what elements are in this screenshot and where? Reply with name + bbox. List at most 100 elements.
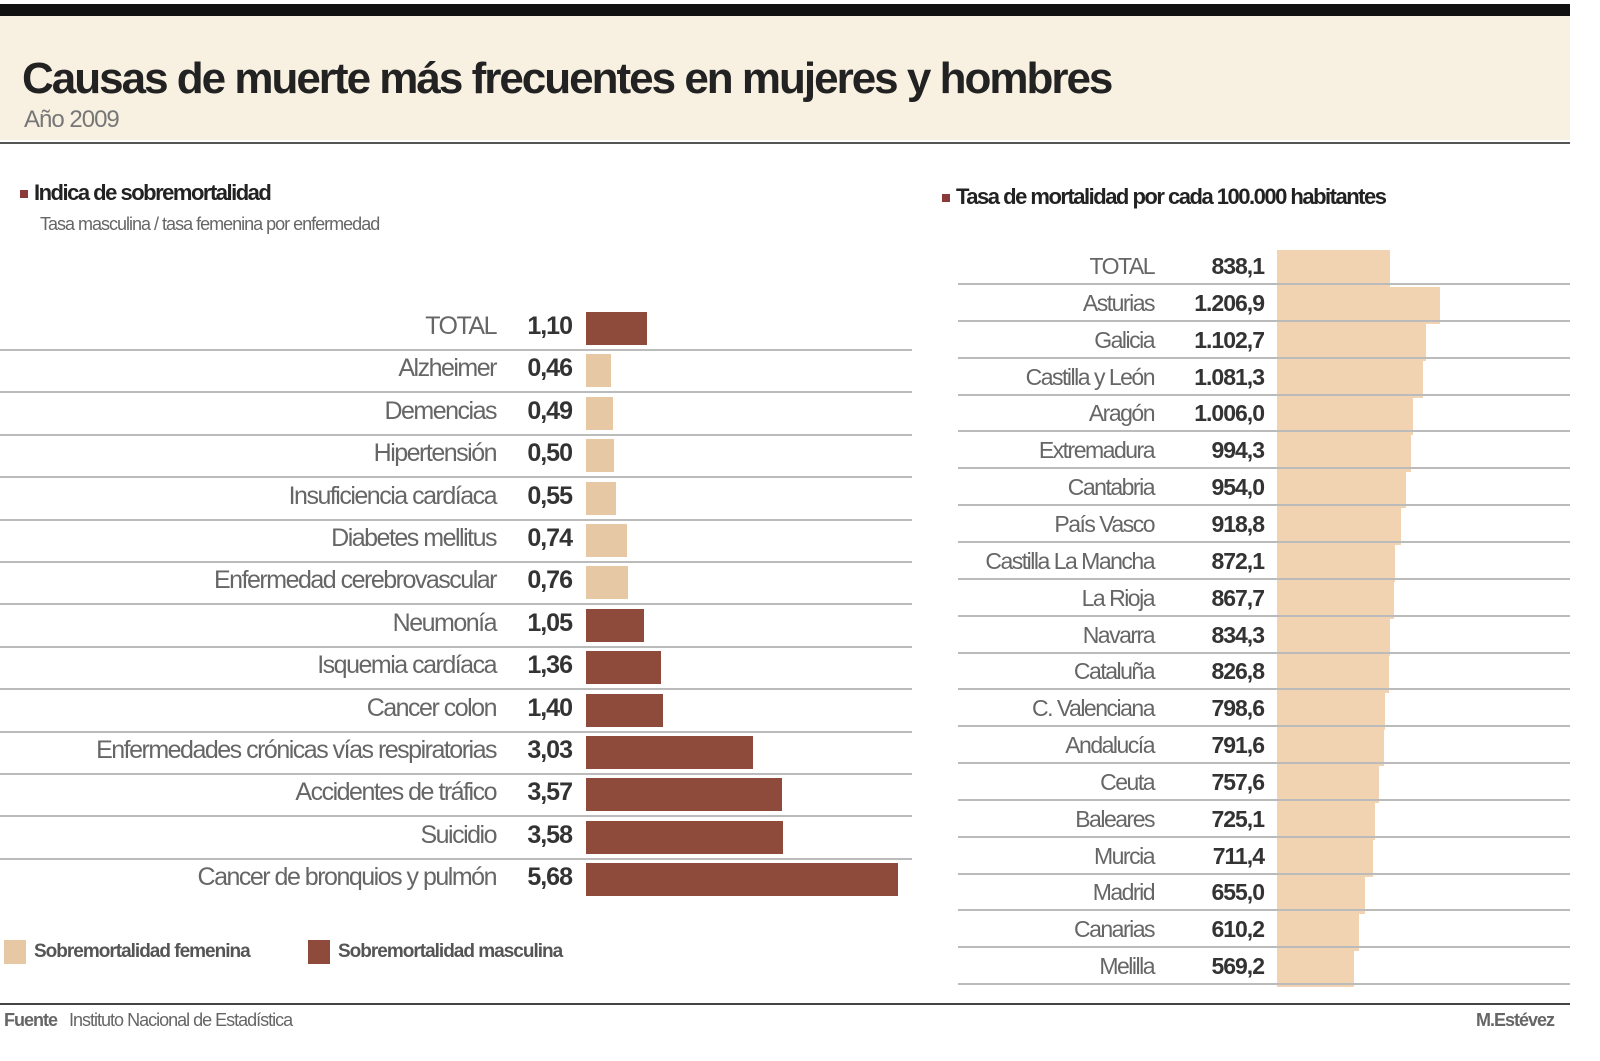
bar <box>1277 507 1402 546</box>
bar <box>1277 397 1413 435</box>
value-label: 3,57 <box>527 778 573 807</box>
bar <box>586 736 753 769</box>
category-label: Alzheimer <box>398 354 497 383</box>
value-label: 655,0 <box>1211 879 1265 906</box>
category-label: Neumonía <box>392 608 498 637</box>
gridline <box>0 433 912 436</box>
right-chart-title: Tasa de mortalidad por cada 100.000 habi… <box>942 184 1387 210</box>
bar <box>1277 618 1390 656</box>
value-label: 791,6 <box>1211 732 1265 759</box>
category-label: La Rioja <box>1081 584 1156 611</box>
value-label: 1,36 <box>527 651 573 680</box>
gridline <box>958 356 1570 359</box>
bar <box>1277 802 1375 841</box>
bar <box>586 778 783 812</box>
category-label: Suicidio <box>420 820 497 849</box>
value-label: 1.206,9 <box>1194 289 1265 316</box>
value-label: 1,05 <box>527 608 573 637</box>
category-label: Ceuta <box>1100 768 1155 795</box>
legend-label-female: Sobremortalidad femenina <box>34 941 251 962</box>
value-label: 1,10 <box>527 312 573 340</box>
category-label: Navarra <box>1082 621 1156 648</box>
gridline <box>958 504 1570 507</box>
left-chart-title: Indica de sobremortalidad <box>20 180 272 206</box>
gridline <box>958 983 1570 986</box>
gridline <box>0 688 912 691</box>
footer-rule <box>0 1003 1570 1005</box>
category-label: Melilla <box>1099 953 1155 980</box>
category-label: Demencias <box>384 396 497 425</box>
category-label: Accidentes de tráfico <box>295 778 497 807</box>
gridline <box>958 540 1570 543</box>
bullet-icon <box>942 194 950 203</box>
category-label: Cantabria <box>1067 474 1156 501</box>
value-label: 0,46 <box>527 354 573 383</box>
gridline <box>958 393 1570 396</box>
gridline <box>0 518 912 521</box>
legend-label-male: Sobremortalidad masculina <box>338 941 563 962</box>
category-label: Extremadura <box>1038 437 1156 464</box>
gridline <box>958 467 1570 470</box>
gridline <box>958 798 1570 801</box>
bar <box>1277 839 1374 877</box>
legend-swatch-female <box>4 940 26 964</box>
category-label: Diabetes mellitus <box>331 524 497 552</box>
value-label: 0,49 <box>527 396 573 425</box>
value-label: 918,8 <box>1211 510 1265 537</box>
gridline <box>958 762 1570 765</box>
value-label: 569,2 <box>1211 953 1265 980</box>
value-label: 725,1 <box>1211 805 1265 832</box>
bar <box>1277 286 1440 325</box>
value-label: 0,74 <box>527 524 573 552</box>
value-label: 798,6 <box>1211 695 1265 722</box>
gridline <box>0 773 912 775</box>
category-label: Castilla y León <box>1025 363 1156 390</box>
footer-source: Fuente Instituto Nacional de Estadística <box>4 1010 293 1031</box>
gridline <box>958 909 1570 912</box>
top-rule <box>0 4 1570 16</box>
bar <box>586 693 663 727</box>
gridline <box>0 815 912 818</box>
gridline <box>958 283 1570 285</box>
bar <box>1277 544 1395 583</box>
gridline <box>0 391 912 394</box>
category-label: País Vasco <box>1054 510 1155 537</box>
bar <box>586 863 899 897</box>
value-label: 5,68 <box>527 863 573 892</box>
footer-credit: M.Estévez <box>1475 1010 1555 1030</box>
gridline <box>0 645 912 648</box>
bar <box>1277 876 1366 914</box>
bar <box>1277 434 1412 472</box>
bar <box>586 396 613 430</box>
value-label: 3,03 <box>527 736 573 764</box>
bar <box>1277 729 1384 767</box>
bar <box>586 566 628 600</box>
value-label: 1,40 <box>527 693 573 722</box>
bar <box>1277 692 1385 730</box>
header: Causas de muerte más frecuentes en mujer… <box>0 16 1570 140</box>
value-label: 994,3 <box>1211 437 1265 464</box>
bar <box>1277 323 1426 362</box>
legend-female: Sobremortalidad femenina <box>4 940 251 964</box>
bar <box>586 481 617 515</box>
gridline <box>958 614 1570 617</box>
value-label: 872,1 <box>1211 547 1265 574</box>
category-label: Andalucía <box>1065 732 1155 759</box>
value-label: 1.081,3 <box>1194 363 1265 390</box>
header-rule <box>0 142 1570 144</box>
legend-male: Sobremortalidad masculina <box>308 940 563 964</box>
category-label: Galicia <box>1094 326 1155 353</box>
category-label: Baleares <box>1075 805 1155 832</box>
bar <box>1277 950 1354 988</box>
gridline <box>958 872 1570 875</box>
category-label: Aragón <box>1088 400 1156 427</box>
gridline <box>958 725 1570 728</box>
category-label: Murcia <box>1093 842 1156 869</box>
category-label: Enfermedad cerebrovascular <box>214 566 498 595</box>
category-label: Asturias <box>1082 289 1156 316</box>
value-label: 0,50 <box>527 439 573 468</box>
bar <box>1277 250 1391 288</box>
gridline <box>958 688 1570 691</box>
gridline <box>958 430 1570 433</box>
value-label: 838,1 <box>1211 253 1265 279</box>
